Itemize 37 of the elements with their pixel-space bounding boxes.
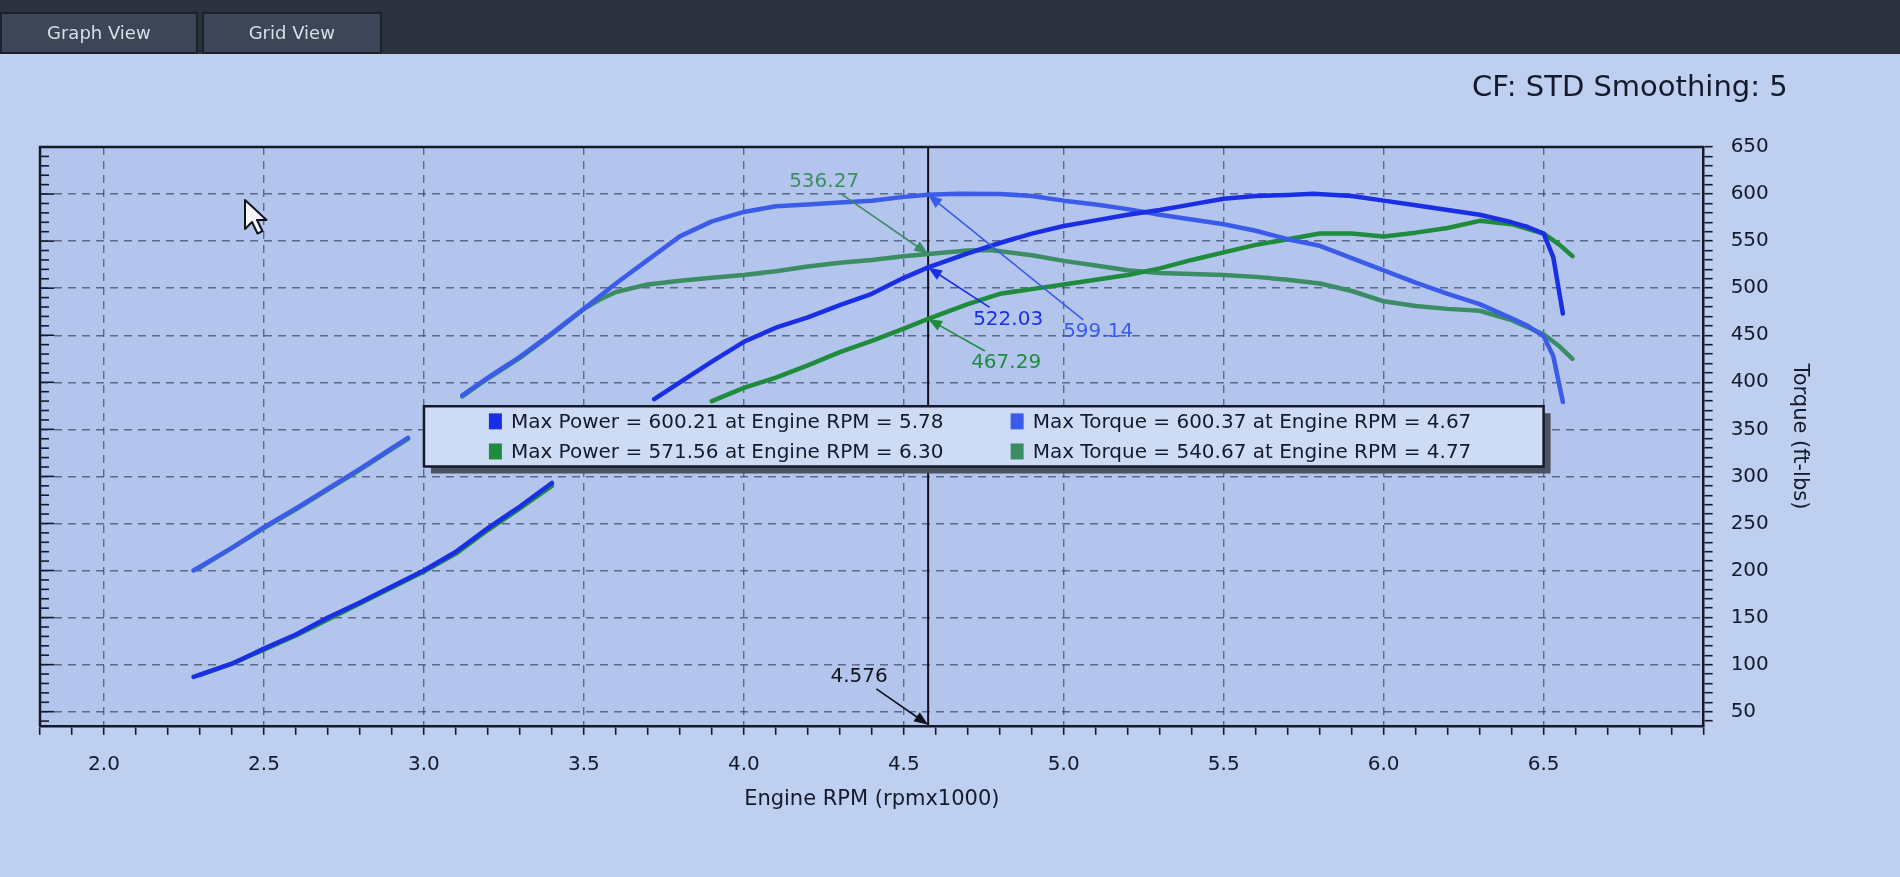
y-tick-label: 450 [1730, 321, 1769, 346]
x-tick-label: 6.5 [1527, 751, 1560, 775]
x-tick-label: 4.0 [727, 751, 760, 775]
y-tick-label: 400 [1730, 368, 1769, 393]
y-tick-label: 300 [1730, 462, 1769, 487]
y-tick-label: 250 [1730, 509, 1769, 534]
x-tick-label: 3.5 [567, 751, 600, 775]
x-tick-label: 2.5 [248, 751, 280, 775]
y-tick-label: 500 [1730, 274, 1769, 299]
legend-label: Max Power = 600.21 at Engine RPM = 5.78 [510, 408, 944, 433]
x-tick-label: 6.0 [1367, 751, 1400, 775]
y-tick-label: 600 [1730, 180, 1769, 205]
x-tick-label: 5.5 [1207, 751, 1240, 775]
y-axis-title: Torque (ft-lbs) [1788, 362, 1813, 510]
legend-label: Max Torque = 540.67 at Engine RPM = 4.77 [1032, 438, 1472, 463]
y-tick-label: 50 [1730, 697, 1757, 722]
x-tick-label: 2.0 [88, 751, 120, 775]
legend-label: Max Torque = 600.37 at Engine RPM = 4.67 [1032, 408, 1472, 433]
data-label: 522.03 [973, 305, 1044, 330]
x-tick-label: 3.0 [408, 751, 440, 775]
tab: Graph View [0, 12, 198, 54]
x-axis-title: Engine RPM (rpmx1000) [744, 785, 1000, 810]
legend-label: Max Power = 571.56 at Engine RPM = 6.30 [510, 438, 944, 463]
data-label: 536.27 [789, 168, 860, 193]
tab: Grid View [201, 12, 382, 54]
data-label: 467.29 [971, 349, 1042, 374]
data-label: 599.14 [1063, 318, 1134, 343]
y-tick-label: 150 [1730, 603, 1769, 628]
text: CF: STD Smoothing: 5 [1472, 68, 1788, 103]
y-tick-label: 200 [1730, 556, 1769, 581]
y-tick-label: 550 [1730, 227, 1769, 252]
ref-line-label: 4.576 [830, 663, 888, 687]
x-tick-label: 4.5 [887, 751, 920, 775]
y-tick-label: 350 [1730, 415, 1769, 440]
x-tick-label: 5.0 [1047, 751, 1080, 775]
y-tick-label: 650 [1730, 133, 1769, 158]
y-tick-label: 100 [1730, 650, 1769, 675]
